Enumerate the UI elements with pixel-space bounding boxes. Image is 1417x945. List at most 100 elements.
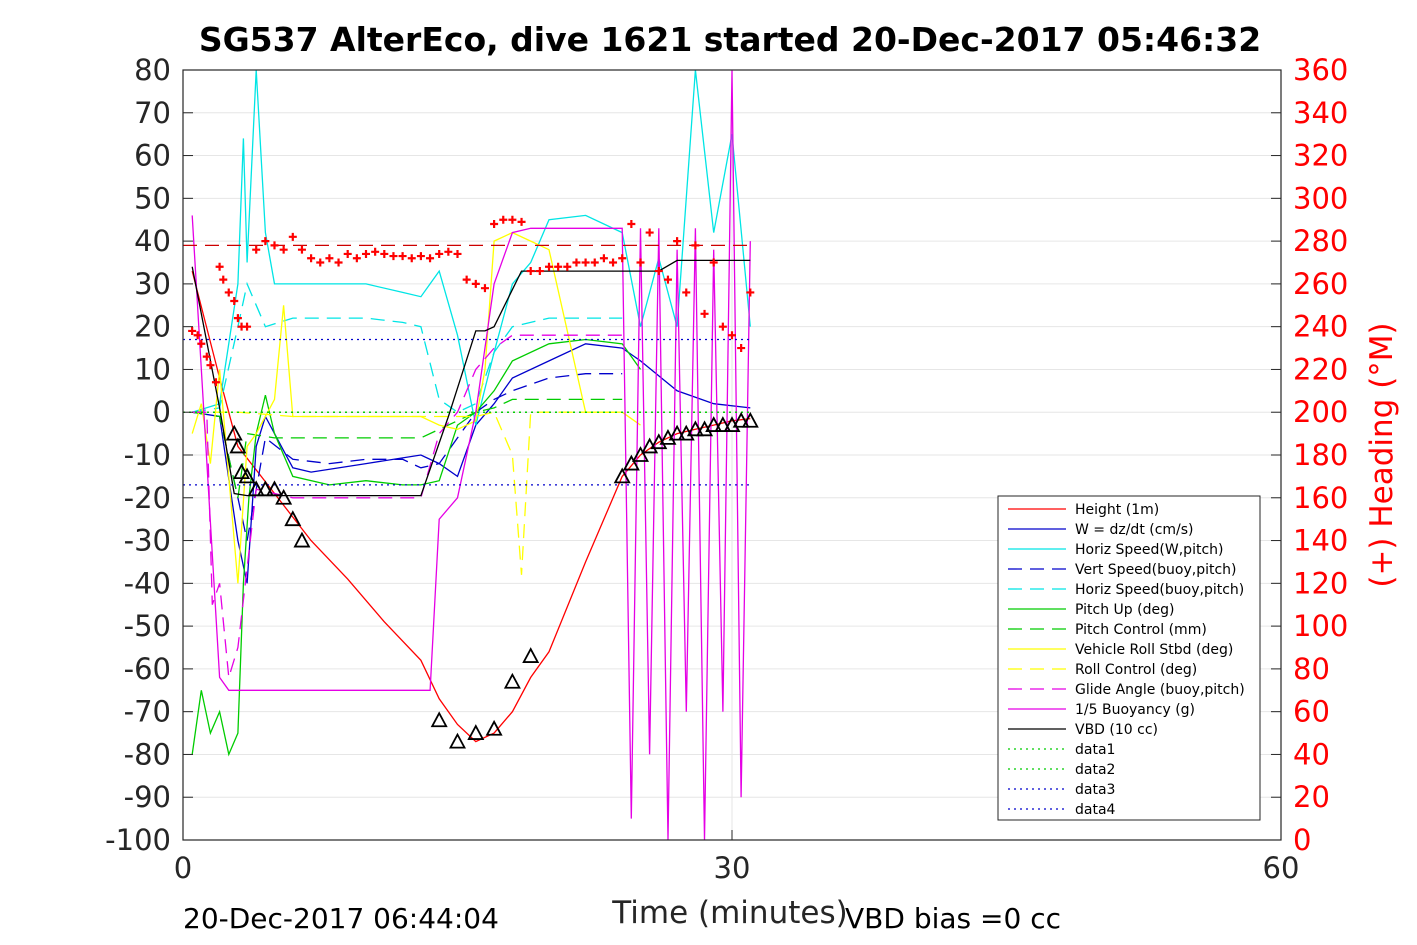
depth-marker — [256, 480, 274, 497]
legend-label: Height (1m) — [1075, 502, 1159, 518]
y2-tick-label: 60 — [1293, 695, 1330, 729]
heading-point — [288, 232, 297, 241]
heading-point — [197, 339, 206, 348]
x-axis-label: Time (minutes) — [611, 895, 847, 931]
heading-point — [508, 215, 517, 224]
y2-tick-label: 360 — [1293, 53, 1348, 87]
heading-point — [380, 249, 389, 258]
heading-point — [700, 309, 709, 318]
y-tick-label: 50 — [134, 181, 171, 215]
heading-point — [343, 249, 352, 258]
heading-point — [316, 258, 325, 267]
heading-point — [261, 237, 270, 246]
y2-tick-label: 180 — [1293, 438, 1348, 472]
y2-tick-label: 280 — [1293, 224, 1348, 258]
y2-tick-label: 120 — [1293, 566, 1348, 600]
x-tick-label: 60 — [1263, 851, 1300, 885]
y-tick-label: -100 — [105, 823, 171, 857]
heading-point — [554, 262, 563, 271]
y2-tick-label: 140 — [1293, 524, 1348, 558]
legend-label: Horiz Speed(buoy,pitch) — [1075, 582, 1244, 598]
series-line-9 — [192, 411, 623, 575]
heading-point — [188, 326, 197, 335]
y-tick-label: -50 — [124, 609, 171, 643]
chart-title: SG537 AlterEco, dive 1621 started 20-Dec… — [199, 20, 1261, 59]
footer-timestamp: 20-Dec-2017 06:44:04 — [183, 902, 499, 935]
y-tick-label: 30 — [134, 267, 171, 301]
y2-tick-label: 80 — [1293, 652, 1330, 686]
depth-marker — [732, 411, 750, 428]
heading-point — [599, 254, 608, 263]
depth-marker — [467, 724, 485, 740]
heading-point — [517, 217, 526, 226]
x-tick-label: 0 — [174, 851, 192, 885]
heading-point — [252, 245, 261, 254]
heading-point — [709, 258, 718, 267]
heading-point — [334, 258, 343, 267]
legend-label: W = dz/dt (cm/s) — [1075, 522, 1194, 538]
heading-point — [219, 275, 228, 284]
legend-label: Vert Speed(buoy,pitch) — [1075, 562, 1237, 578]
x-tick-label: 30 — [714, 851, 751, 885]
heading-point — [627, 220, 636, 228]
series-line-12 — [191, 259, 751, 497]
y2-tick-label: 0 — [1293, 823, 1311, 857]
y-tick-label: 70 — [134, 96, 171, 130]
y2-tick-label: 260 — [1293, 267, 1348, 301]
heading-point — [545, 262, 553, 271]
y-tick-label: -10 — [124, 438, 171, 472]
depth-marker — [631, 446, 650, 462]
depth-marker — [225, 424, 243, 441]
heading-point — [563, 262, 572, 271]
heading-point — [297, 245, 306, 254]
legend-label: Glide Angle (buoy,pitch) — [1075, 682, 1245, 698]
heading-point — [230, 297, 239, 305]
depth-marker — [522, 647, 540, 663]
y2-axis-ticks: 3603403203002802602402202001801601401201… — [1271, 53, 1348, 857]
y-tick-label: -70 — [124, 695, 171, 729]
heading-point — [270, 241, 279, 250]
heading-point — [682, 288, 691, 297]
y2-tick-label: 160 — [1293, 481, 1348, 515]
y-tick-label: 80 — [134, 53, 171, 87]
footer-vbd-bias: VBD bias =0 cc — [845, 902, 1061, 935]
heading-point — [444, 247, 453, 256]
y2-tick-label: 220 — [1293, 352, 1348, 386]
heading-point — [535, 267, 544, 276]
depth-marker — [229, 437, 247, 454]
heading-point — [371, 247, 380, 256]
legend-label: data1 — [1075, 742, 1115, 758]
legend-label: VBD (10 cc) — [1075, 722, 1158, 738]
depth-marker — [622, 454, 640, 471]
heading-point — [462, 275, 471, 284]
legend-label: data2 — [1075, 762, 1115, 778]
depth-marker — [293, 531, 311, 548]
heading-point — [636, 258, 645, 267]
y-tick-label: 40 — [134, 224, 171, 258]
legend-label: Horiz Speed(W,pitch) — [1075, 542, 1223, 558]
depth-marker — [275, 488, 293, 505]
y-tick-label: 0 — [153, 395, 171, 429]
depth-marker — [238, 467, 256, 484]
y-tick-label: 60 — [134, 139, 171, 173]
y2-tick-label: 240 — [1293, 310, 1348, 344]
y2-tick-label: 20 — [1293, 780, 1330, 814]
depth-marker — [247, 480, 265, 497]
y-tick-label: -80 — [124, 737, 171, 771]
heading-point — [224, 288, 233, 297]
y-tick-label: -90 — [124, 780, 171, 814]
series-line-11 — [191, 69, 751, 841]
heading-point — [233, 314, 242, 323]
depth-marker — [430, 711, 448, 728]
heading-point — [673, 237, 682, 246]
x-axis-ticks: 0 30 60 — [174, 830, 1300, 885]
depth-marker — [705, 416, 723, 432]
depth-marker — [503, 672, 521, 689]
series-line-3 — [192, 69, 751, 426]
y2-tick-label: 40 — [1293, 737, 1330, 771]
heading-point — [352, 254, 361, 263]
series-line-10 — [192, 334, 623, 678]
y2-tick-label: 200 — [1293, 395, 1348, 429]
legend-label: Pitch Up (deg) — [1075, 602, 1174, 618]
